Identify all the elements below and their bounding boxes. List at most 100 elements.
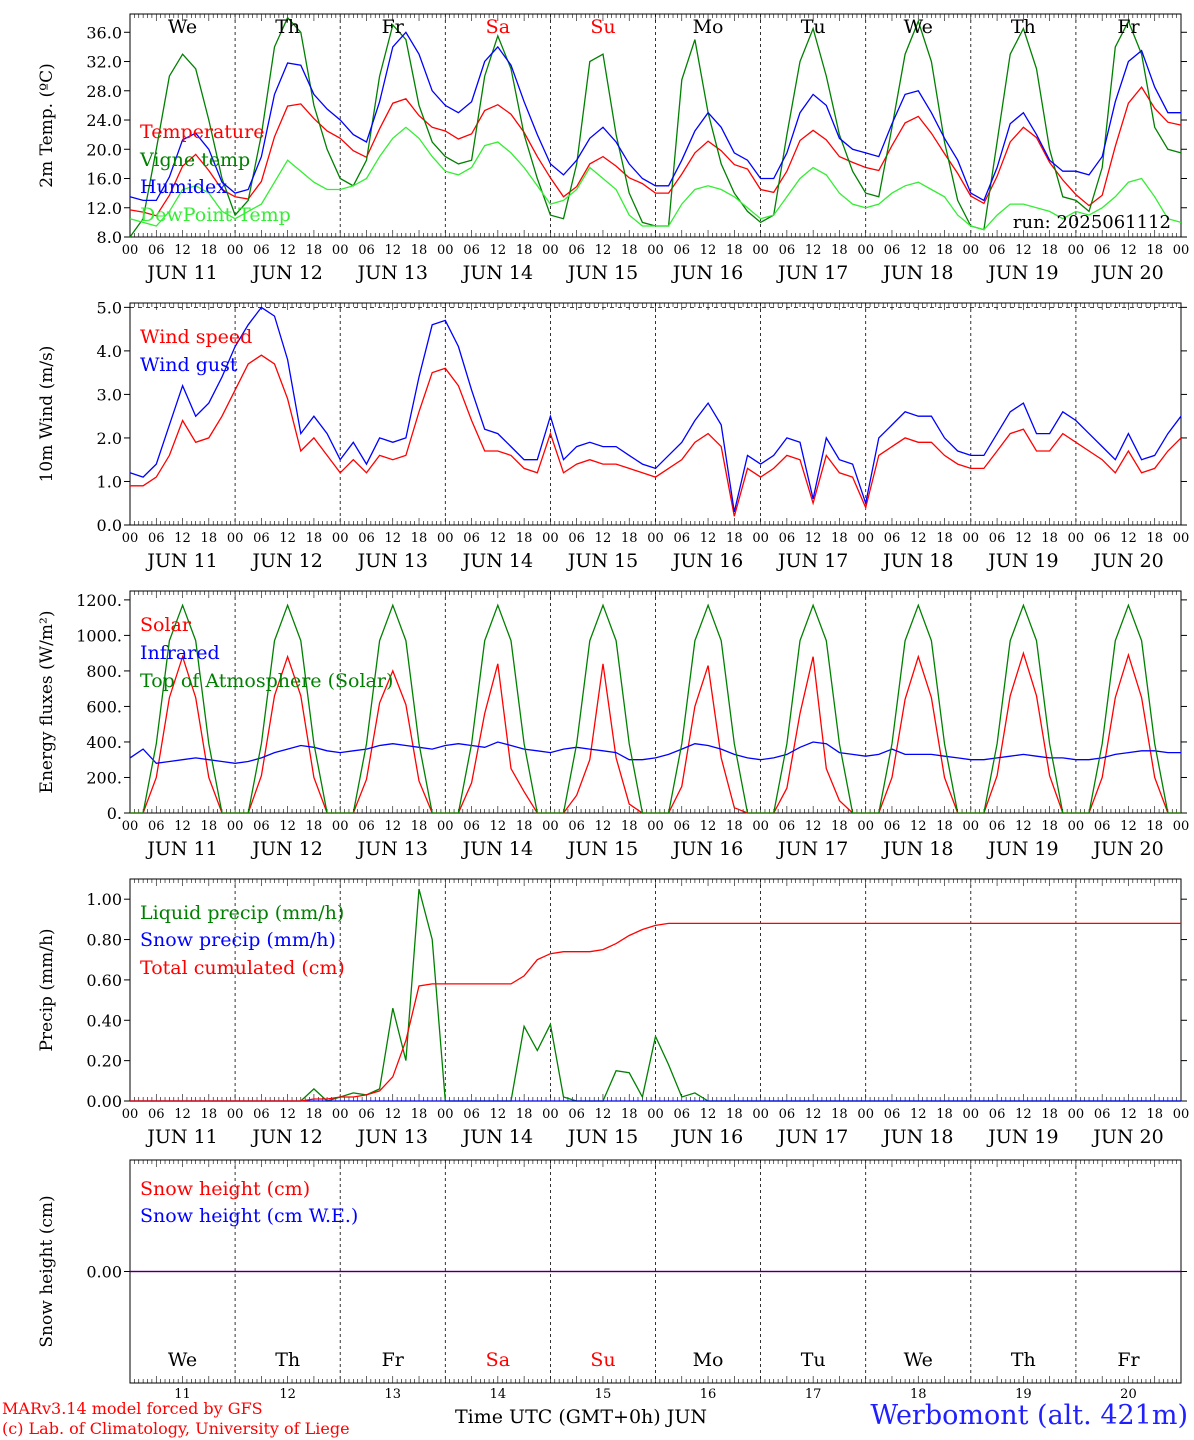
- weekday-label-top: Th: [1011, 16, 1036, 38]
- hour-tick-label: 06: [358, 819, 375, 834]
- date-tick-label: JUN 11: [145, 262, 217, 284]
- date-number-label: 15: [595, 1387, 612, 1402]
- hour-tick-label: 00: [752, 243, 769, 258]
- hour-tick-label: 00: [857, 531, 874, 546]
- date-tick-label: JUN 12: [250, 838, 322, 860]
- hour-tick-label: 00: [227, 819, 244, 834]
- date-tick-label: JUN 20: [1091, 1126, 1163, 1148]
- date-tick-label: JUN 19: [986, 838, 1058, 860]
- y-tick-label: 5.0: [97, 298, 122, 317]
- y-tick-label: 0.: [107, 804, 122, 823]
- hour-tick-label: 12: [805, 531, 822, 546]
- date-tick-label: JUN 15: [566, 838, 638, 860]
- series-line-temperature: [129, 85, 1182, 217]
- y-tick-label: 400.: [86, 733, 122, 752]
- y-tick-label: 800.: [86, 662, 122, 681]
- hour-tick-label: 18: [1146, 819, 1163, 834]
- hour-tick-label: 18: [1041, 243, 1058, 258]
- date-tick-label: JUN 13: [356, 838, 428, 860]
- hour-tick-label: 12: [1015, 531, 1032, 546]
- date-tick-label: JUN 17: [776, 550, 848, 572]
- hour-tick-label: 12: [700, 531, 717, 546]
- hour-tick-label: 06: [463, 243, 480, 258]
- y-tick-label: 0.60: [86, 971, 122, 990]
- hour-tick-label: 12: [490, 531, 507, 546]
- hour-tick-label: 06: [779, 531, 796, 546]
- y-tick-label: 28.0: [86, 82, 122, 101]
- hour-tick-label: 18: [201, 1107, 218, 1122]
- hour-tick-label: 06: [989, 819, 1006, 834]
- panel-energy: 0. 200. 400. 600. 800. 1000. 1200. Energy fluxe…: [37, 590, 1190, 860]
- weekday-label-bottom: Th: [1011, 1349, 1036, 1371]
- y-tick-label: 20.0: [86, 140, 122, 159]
- hour-tick-label: 00: [857, 243, 874, 258]
- legend-entry: Infrared: [140, 642, 220, 664]
- hour-tick-label: 12: [174, 531, 191, 546]
- hour-tick-label: 00: [752, 819, 769, 834]
- hour-tick-label: 00: [963, 819, 980, 834]
- hour-tick-label: 06: [884, 819, 901, 834]
- date-number-label: 11: [174, 1387, 191, 1402]
- hour-tick-label: 12: [805, 819, 822, 834]
- hour-tick-label: 12: [805, 243, 822, 258]
- hour-tick-label: 06: [779, 243, 796, 258]
- legend-entry: Humidex: [140, 176, 227, 198]
- hour-tick-label: 06: [463, 819, 480, 834]
- hour-tick-label: 18: [516, 1107, 533, 1122]
- hour-tick-label: 18: [621, 1107, 638, 1122]
- hour-tick-label: 18: [726, 819, 743, 834]
- series-line-top-of-atmosphere-solar-: [130, 603, 1181, 814]
- hour-tick-label: 12: [490, 819, 507, 834]
- hour-tick-label: 12: [384, 1107, 401, 1122]
- hour-tick-label: 00: [122, 819, 139, 834]
- date-tick-label: JUN 14: [461, 262, 533, 284]
- hour-tick-label: 00: [963, 531, 980, 546]
- hour-tick-label: 00: [332, 243, 349, 258]
- date-number-label: 19: [1015, 1387, 1032, 1402]
- hour-tick-label: 12: [910, 819, 927, 834]
- hour-tick-label: 06: [674, 819, 691, 834]
- series-line-wind-gust: [129, 306, 1182, 513]
- hour-tick-label: 18: [621, 531, 638, 546]
- hour-tick-label: 06: [568, 243, 585, 258]
- weekday-label-top: Su: [590, 16, 615, 38]
- hour-tick-label: 00: [1068, 243, 1085, 258]
- hour-tick-label: 00: [122, 1107, 139, 1122]
- hour-tick-label: 12: [279, 819, 296, 834]
- weekday-label-bottom: We: [904, 1349, 933, 1371]
- hour-tick-label: 12: [910, 1107, 927, 1122]
- legend-entry: Wind gust: [140, 354, 238, 376]
- y-tick-label: 0.80: [86, 931, 122, 950]
- hour-tick-label: 18: [936, 531, 953, 546]
- hour-tick-label: 18: [411, 531, 428, 546]
- hour-tick-label: 06: [1094, 819, 1111, 834]
- date-tick-label: JUN 18: [881, 1126, 953, 1148]
- y-tick-label: 0.00: [86, 1263, 122, 1282]
- hour-tick-label: 00: [1173, 819, 1190, 834]
- hour-tick-label: 12: [595, 531, 612, 546]
- hour-tick-label: 06: [568, 531, 585, 546]
- weekday-label-top: Fr: [382, 16, 405, 38]
- hour-tick-label: 06: [463, 531, 480, 546]
- hour-tick-label: 00: [1068, 531, 1085, 546]
- date-tick-label: JUN 13: [356, 550, 428, 572]
- date-tick-label: JUN 13: [356, 262, 428, 284]
- hour-tick-label: 00: [857, 1107, 874, 1122]
- weekday-label-top: Th: [275, 16, 300, 38]
- y-tick-label: 3.0: [97, 385, 122, 404]
- hour-tick-label: 18: [306, 1107, 323, 1122]
- legend-entry: Top of Atmosphere (Solar): [140, 670, 393, 692]
- date-tick-label: JUN 14: [461, 550, 533, 572]
- y-axis-title: Precip (mm/h): [37, 928, 57, 1051]
- hour-tick-label: 06: [989, 1107, 1006, 1122]
- hour-tick-label: 00: [332, 819, 349, 834]
- y-tick-label: 36.0: [86, 23, 122, 42]
- hour-tick-label: 06: [148, 819, 165, 834]
- lab-credit-line: (c) Lab. of Climatology, University of L…: [2, 1419, 350, 1438]
- date-number-label: 20: [1120, 1387, 1137, 1402]
- y-axis-title: Snow height (cm): [37, 1195, 57, 1347]
- hour-tick-label: 18: [621, 819, 638, 834]
- hour-tick-label: 12: [174, 1107, 191, 1122]
- weekday-label-bottom: Th: [275, 1349, 300, 1371]
- legend-entry: Liquid precip (mm/h): [140, 902, 344, 924]
